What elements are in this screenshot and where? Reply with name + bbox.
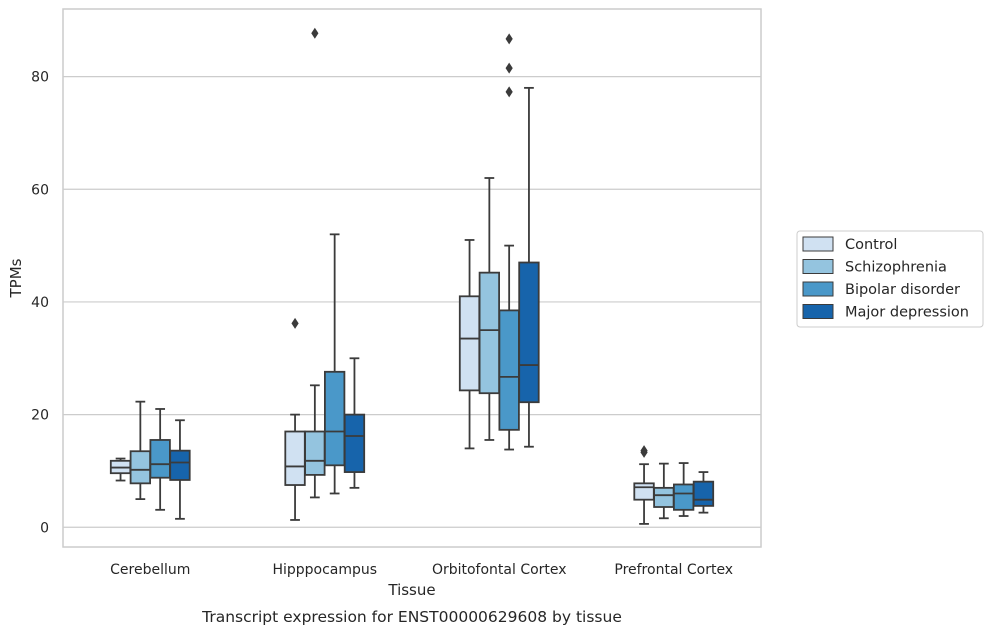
- legend-swatch: [802, 236, 834, 252]
- box: [692, 480, 715, 507]
- x-tick-label: Prefrontal Cortex: [614, 562, 733, 578]
- y-tick-label: 60: [31, 182, 49, 198]
- legend-swatch: [802, 281, 834, 297]
- legend: Control Schizophrenia Bipolar disorder Majo…: [796, 230, 984, 328]
- outlier-point: [311, 27, 319, 39]
- boxes-layer: [109, 27, 715, 525]
- series-schizophrenia: [129, 27, 675, 520]
- x-tick-label: Cerebellum: [110, 562, 190, 578]
- plot-frame: [62, 8, 762, 548]
- box: [633, 482, 655, 501]
- series-bipolar-disorder: [149, 33, 695, 517]
- box: [284, 430, 306, 486]
- legend-label: Schizophrenia: [845, 260, 947, 276]
- box: [653, 486, 675, 508]
- box: [498, 309, 520, 431]
- x-tick-label: Hipppocampus: [272, 562, 377, 578]
- box: [149, 439, 171, 479]
- legend-label: Control: [845, 237, 897, 253]
- box: [518, 261, 540, 404]
- series-control: [109, 239, 655, 525]
- box: [673, 483, 695, 511]
- x-tick-labels: Cerebellum Hipppocampus Orbitofontal Corte…: [110, 562, 733, 578]
- outlier-point: [505, 86, 513, 98]
- y-axis-title: TPMs: [7, 258, 25, 298]
- box: [323, 370, 346, 467]
- outlier-point: [640, 445, 648, 457]
- grid-lines: [63, 76, 761, 528]
- chart-caption: Transcript expression for ENST0000062960…: [201, 608, 622, 626]
- legend-swatch: [802, 259, 834, 274]
- series-major-depression: [169, 86, 715, 520]
- box: [478, 271, 501, 395]
- legend-swatch: [802, 304, 834, 319]
- box: [343, 413, 366, 473]
- y-tick-label: 0: [40, 520, 49, 536]
- y-tick-labels: 0 20 40 60 80: [31, 70, 49, 537]
- x-tick-label: Orbitofontal Cortex: [432, 562, 567, 578]
- outlier-point: [291, 317, 299, 329]
- box: [169, 449, 191, 481]
- box: [129, 450, 152, 485]
- y-tick-label: 80: [31, 70, 49, 86]
- x-axis-title: Tissue: [387, 581, 435, 599]
- box: [304, 430, 326, 476]
- legend-label: Major depression: [845, 305, 969, 321]
- y-tick-label: 40: [31, 295, 49, 311]
- legend-label: Bipolar disorder: [845, 282, 960, 298]
- outlier-point: [505, 33, 513, 45]
- outlier-point: [505, 62, 513, 74]
- y-tick-label: 20: [31, 408, 49, 424]
- box: [458, 295, 481, 392]
- legend-frame: [796, 230, 984, 328]
